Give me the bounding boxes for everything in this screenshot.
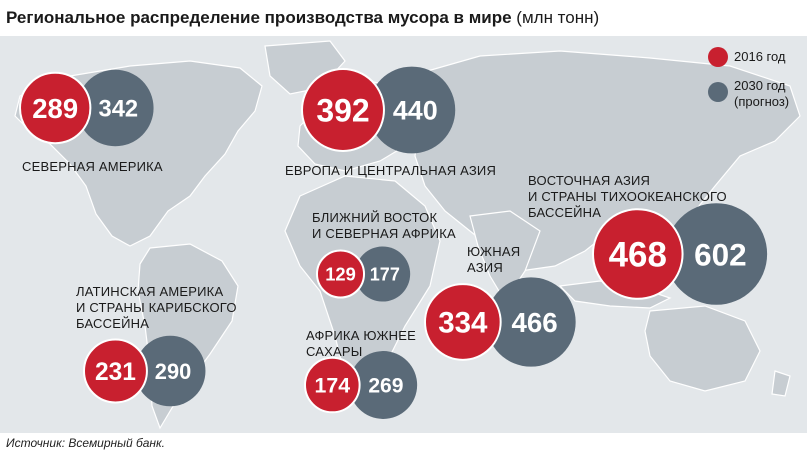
- value-label-2016-ea: 468: [609, 236, 667, 275]
- value-label-2016-eu: 392: [316, 93, 369, 129]
- label-line: И СТРАНЫ ТИХООКЕАНСКОГО: [528, 189, 727, 204]
- title-unit: (млн тонн): [516, 8, 600, 27]
- label-latin-america: ЛАТИНСКАЯ АМЕРИКА И СТРАНЫ КАРИБСКОГО БА…: [76, 284, 237, 332]
- footer: Источник: Всемирный банк.: [0, 433, 807, 454]
- bubble-2016-na: [19, 71, 92, 145]
- value-label-2030-sa: 466: [511, 307, 557, 338]
- label-line: ЕВРОПА И ЦЕНТРАЛЬНАЯ АЗИЯ: [285, 163, 497, 178]
- label-africa: АФРИКА ЮЖНЕЕ САХАРЫ: [306, 328, 416, 360]
- legend-label-2030-line2: (прогноз): [734, 94, 790, 109]
- bubble-2030-la: [134, 335, 206, 407]
- bubble-2016-la: [83, 338, 148, 404]
- value-label-2030-la: 290: [155, 359, 191, 384]
- land-australia: [644, 305, 761, 392]
- label-line: САХАРЫ: [306, 344, 363, 359]
- bubble-2016-af: [304, 356, 361, 414]
- value-label-2030-af: 269: [368, 375, 403, 398]
- header: Региональное распределение производства …: [0, 0, 807, 36]
- value-label-2016-la: 231: [95, 359, 136, 386]
- legend-label-2030-line1: 2030 год: [734, 78, 786, 93]
- bubble-2016-eu: [301, 68, 385, 152]
- label-line: БЛИЖНИЙ ВОСТОК: [312, 210, 438, 225]
- label-line: ЮЖНАЯ: [467, 244, 521, 259]
- bubble-2016-ea: [592, 208, 684, 300]
- value-label-2016-me: 129: [325, 264, 356, 285]
- label-line: И СЕВЕРНАЯ АФРИКА: [312, 226, 456, 241]
- label-north-america: СЕВЕРНАЯ АМЕРИКА: [22, 159, 163, 175]
- value-label-2030-eu: 440: [393, 96, 438, 126]
- bubble-2030-sa: [486, 277, 576, 367]
- label-middle-east: БЛИЖНИЙ ВОСТОК И СЕВЕРНАЯ АФРИКА: [312, 210, 456, 242]
- value-label-2030-me: 177: [370, 264, 400, 284]
- label-east-asia: ВОСТОЧНАЯ АЗИЯ И СТРАНЫ ТИХООКЕАНСКОГО Б…: [528, 173, 727, 221]
- legend-swatch-2016: [708, 47, 728, 67]
- bubble-2030-af: [349, 351, 418, 419]
- label-line: И СТРАНЫ КАРИБСКОГО: [76, 300, 237, 315]
- source-note: Источник: Всемирный банк.: [6, 436, 165, 450]
- label-line: БАССЕЙНА: [528, 205, 602, 220]
- value-label-2016-na: 289: [32, 93, 78, 124]
- label-line: ЛАТИНСКАЯ АМЕРИКА: [76, 284, 224, 299]
- legend-swatch-2030: [708, 82, 728, 102]
- bubble-2030-eu: [368, 66, 456, 154]
- world-map: 289 342 392 440 129 177 468 602 231 290 174 269 334 4…: [0, 36, 807, 433]
- label-europe: ЕВРОПА И ЦЕНТРАЛЬНАЯ АЗИЯ: [285, 163, 496, 179]
- label-line: БАССЕЙНА: [76, 316, 150, 331]
- bubble-2030-ea: [665, 203, 768, 305]
- value-label-2030-ea: 602: [694, 237, 747, 272]
- land-new-zealand: [771, 370, 791, 397]
- label-line: СЕВЕРНАЯ АМЕРИКА: [22, 159, 163, 174]
- bubble-chart: 289 342 392 440 129 177 468 602 231 290 174 269 334 4…: [19, 66, 768, 419]
- value-label-2016-sa: 334: [438, 307, 488, 340]
- bubble-2016-sa: [424, 283, 502, 361]
- bubble-2030-me: [355, 246, 411, 302]
- label-line: АФРИКА ЮЖНЕЕ: [306, 328, 416, 343]
- title-text: Региональное распределение производства …: [6, 8, 512, 27]
- bubble-2030-na: [77, 69, 154, 147]
- page-title: Региональное распределение производства …: [6, 8, 599, 28]
- bubble-2016-me: [316, 249, 366, 299]
- value-label-2016-af: 174: [315, 374, 351, 398]
- label-line: ВОСТОЧНАЯ АЗИЯ: [528, 173, 651, 188]
- legend-label-2016: 2016 год: [734, 49, 786, 64]
- label-line: АЗИЯ: [467, 260, 503, 275]
- value-label-2030-na: 342: [99, 97, 139, 123]
- label-south-asia: ЮЖНАЯ АЗИЯ: [467, 244, 520, 276]
- legend-label-2030: 2030 год (прогноз): [734, 78, 789, 110]
